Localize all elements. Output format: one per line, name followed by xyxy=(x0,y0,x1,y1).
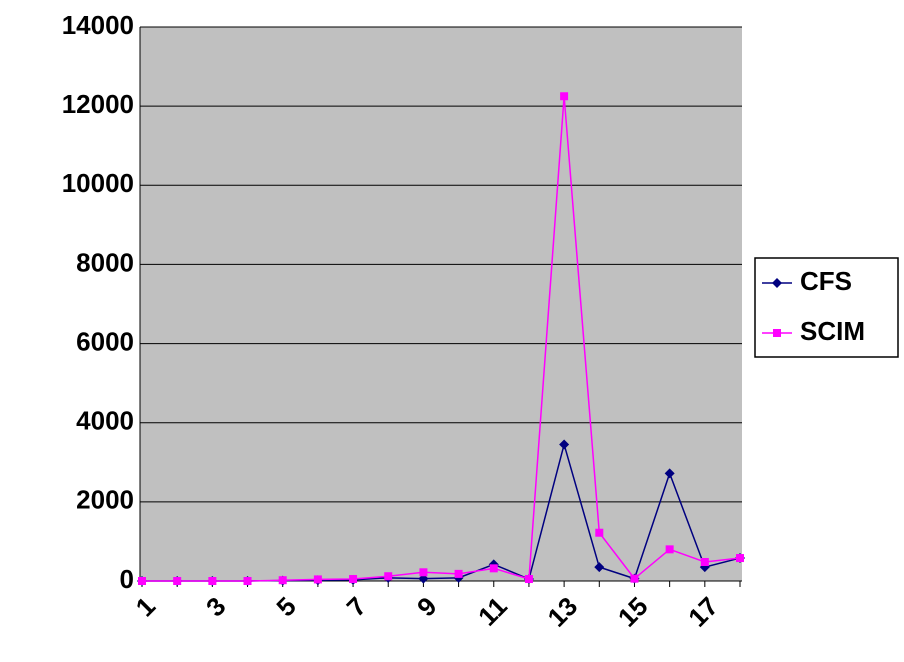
marker xyxy=(208,577,216,585)
y-tick-label: 4000 xyxy=(76,406,134,436)
x-tick-label: 9 xyxy=(411,591,442,622)
marker xyxy=(701,558,709,566)
marker xyxy=(138,577,146,585)
y-tick-label: 12000 xyxy=(62,89,134,119)
marker xyxy=(560,92,568,100)
marker xyxy=(736,554,744,562)
marker xyxy=(595,529,603,537)
y-tick-label: 6000 xyxy=(76,326,134,356)
marker xyxy=(314,575,322,583)
legend-marker xyxy=(773,329,781,337)
x-tick-label: 13 xyxy=(542,591,584,633)
y-tick-label: 2000 xyxy=(76,485,134,515)
y-tick-label: 0 xyxy=(120,564,134,594)
legend-label: SCIM xyxy=(800,316,865,346)
x-tick-label: 17 xyxy=(682,591,724,633)
marker xyxy=(525,575,533,583)
plot-area xyxy=(140,27,742,581)
legend-label: CFS xyxy=(800,266,852,296)
marker xyxy=(244,577,252,585)
chart: 0200040006000800010000120001400013579111… xyxy=(0,0,904,657)
x-tick-label: 3 xyxy=(200,591,231,622)
marker xyxy=(173,577,181,585)
marker xyxy=(630,575,638,583)
y-tick-label: 8000 xyxy=(76,247,134,277)
x-tick-label: 15 xyxy=(612,591,654,633)
x-tick-label: 5 xyxy=(270,591,301,622)
y-tick-label: 10000 xyxy=(62,168,134,198)
marker xyxy=(384,572,392,580)
marker xyxy=(279,576,287,584)
page: 0200040006000800010000120001400013579111… xyxy=(0,0,904,662)
marker xyxy=(490,564,498,572)
x-tick-label: 11 xyxy=(472,591,513,632)
marker xyxy=(349,575,357,583)
x-tick-label: 1 xyxy=(130,591,161,622)
marker xyxy=(419,568,427,576)
marker xyxy=(455,570,463,578)
x-tick-label: 7 xyxy=(341,591,372,622)
y-tick-label: 14000 xyxy=(62,10,134,40)
marker xyxy=(666,545,674,553)
